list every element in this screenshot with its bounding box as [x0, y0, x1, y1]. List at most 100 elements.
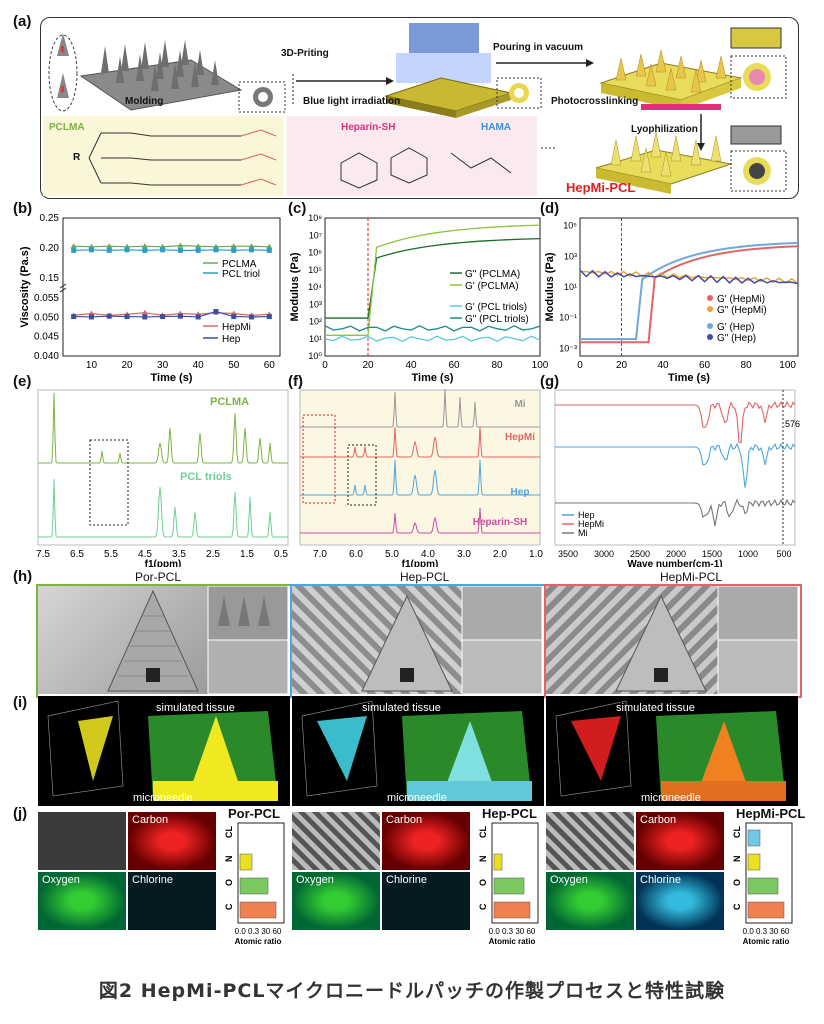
x-axis-label: Wave number(cm-1)	[627, 559, 722, 567]
x-tick-label: 5.0	[385, 549, 399, 560]
legend-label: G' (PCLMA)	[465, 281, 519, 292]
plot-frame	[491, 822, 539, 924]
y-axis-label: Modulus (Pa)	[545, 252, 556, 321]
plot-frame	[579, 217, 799, 357]
x-tick-label: 3000	[594, 549, 614, 559]
legend-label: G" (PCL triols)	[465, 314, 529, 325]
x-tick-label: 6.0	[349, 549, 363, 560]
x-tick-label: 7.0	[313, 549, 327, 560]
data-point	[177, 247, 183, 253]
data-point	[141, 309, 148, 315]
eds-map-tile: Chlorine	[636, 872, 724, 930]
eds-map-tile: Chlorine	[128, 872, 216, 930]
spectrum-line	[38, 392, 288, 464]
y-tick-label: 0.040	[34, 351, 59, 362]
nmr-pclma-chart: PCLMA PCL triols 7.5 6.5 5.5 4.5 3.5 2.5 1.5 0.5 f…	[36, 389, 289, 567]
x-axis-label: f1(ppm)	[402, 559, 439, 567]
element-label: N	[732, 856, 742, 863]
data-point	[88, 310, 95, 316]
data-point	[142, 314, 148, 320]
modulus-hep-chart: 10⁵ 10³ 10¹ 10⁻¹ 10⁻³0 20 40 60 80 100 Time (s) Mod…	[545, 217, 799, 384]
y-tick-label: 10⁸	[308, 213, 322, 223]
eds-map-label: Oxygen	[42, 874, 80, 886]
element-label: CL	[478, 826, 488, 838]
eds-title: Hep-PCL	[482, 806, 537, 821]
nmr-hepmi-chart: Mi HepMi Hep Heparin-SH 7.0 6.0 5.0 4.0 3.0 2.0 1.…	[299, 388, 543, 567]
x-tick-label: 50	[228, 360, 240, 371]
atomic-bar	[239, 853, 253, 871]
legend-label: Hep	[222, 334, 241, 345]
photocross-label: Photocrosslinking	[551, 96, 639, 107]
spectrum-line	[555, 498, 796, 527]
series-label: Hep	[511, 487, 530, 498]
x-tick-label: 0.5	[274, 549, 288, 560]
data-point	[195, 247, 201, 253]
y-tick-label: 10²	[309, 317, 322, 327]
series-line	[324, 325, 541, 332]
x-tick-label: 60	[699, 360, 711, 371]
y-tick-label: 10⁶	[308, 248, 322, 258]
data-point	[249, 247, 255, 253]
legend-swatch	[707, 323, 713, 329]
series-label: HepMi	[505, 432, 535, 443]
eds-map-tile: Oxygen	[38, 872, 126, 930]
data-point	[213, 309, 219, 315]
data-point	[71, 314, 77, 320]
data-point	[177, 313, 183, 319]
modulus-pclma-chart: 10⁸ 10⁷ 10⁶ 10⁵ 10⁴ 10³ 10² 10¹ 10⁰0 20 40 60 80 100 T…	[290, 213, 549, 384]
y-tick-label: 0.055	[34, 293, 59, 304]
plot-frame	[554, 389, 796, 546]
atomic-bar	[747, 853, 761, 871]
legend-swatch	[707, 295, 713, 301]
eds-map-label: Oxygen	[550, 874, 588, 886]
axis-break	[59, 287, 67, 293]
eds-map-tile	[292, 812, 380, 870]
legend-label: Hep	[578, 510, 595, 520]
eds-map-tile	[546, 812, 634, 870]
panel-j-label: (j)	[13, 805, 28, 822]
eds-map-label: Chlorine	[132, 874, 173, 886]
y-tick-label: 10⁻¹	[559, 313, 577, 323]
element-label: C	[478, 903, 488, 910]
series-line	[324, 335, 541, 343]
element-label: CL	[732, 826, 742, 838]
hama-label: HAMA	[481, 122, 511, 133]
x-tick-label: 3.5	[172, 549, 186, 560]
eds-map-tile: Chlorine	[382, 872, 470, 930]
plot-frame	[62, 217, 281, 357]
data-point	[177, 242, 184, 248]
x-axis-label: Atomic ratio	[235, 937, 282, 946]
legend-label: G' (PCL triols)	[465, 302, 527, 313]
data-point	[70, 243, 77, 249]
panel-c-label: (c)	[288, 200, 307, 217]
panel-e-label: (e)	[13, 373, 32, 390]
x-axis-label: Atomic ratio	[489, 937, 536, 946]
legend-label: G" (HepMi)	[717, 305, 767, 316]
element-label: C	[224, 903, 234, 910]
y-tick-label: 10⁴	[308, 282, 322, 292]
series-line	[73, 244, 270, 248]
y-tick-label: 10⁵	[563, 221, 577, 231]
simulated-tissue-label: simulated tissue	[616, 702, 695, 714]
x-tick-label: 30	[157, 360, 169, 371]
lyophilization-label: Lyophilization	[631, 124, 698, 135]
data-point	[249, 314, 255, 320]
microneedle-label: microneedle	[133, 792, 193, 804]
x-tick-label: 80	[491, 360, 503, 371]
x-tick-label: 80	[741, 360, 753, 371]
x-tick-label: 0	[322, 360, 328, 371]
y-tick-label: 0.050	[34, 312, 59, 323]
y-tick-label: 0.15	[40, 273, 60, 284]
y-tick-label: 0.25	[40, 213, 60, 224]
x-tick-label: 6.5	[70, 549, 84, 560]
data-point	[106, 247, 112, 253]
data-point	[124, 314, 130, 320]
data-point	[141, 243, 148, 249]
heparin-structure-box	[287, 116, 537, 196]
y-tick-label: 10³	[309, 299, 322, 309]
eds-map-label: Carbon	[132, 814, 169, 826]
x-tick-label: 1000	[738, 549, 758, 559]
microneedle-label: microneedle	[387, 792, 447, 804]
data-point	[213, 247, 219, 253]
x-axis-label: Time (s)	[412, 372, 454, 384]
